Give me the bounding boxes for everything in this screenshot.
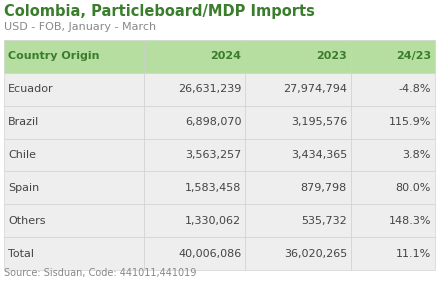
Text: 3.8%: 3.8%	[402, 150, 430, 160]
Bar	[350, 106, 434, 139]
Bar	[245, 204, 350, 237]
Text: 24/23: 24/23	[395, 51, 430, 61]
Bar	[4, 106, 144, 139]
Bar	[350, 172, 434, 204]
Bar	[245, 139, 350, 172]
Text: 535,732: 535,732	[300, 216, 346, 226]
Bar	[245, 237, 350, 270]
Text: Spain: Spain	[8, 183, 39, 193]
Bar	[245, 106, 350, 139]
Text: 6,898,070: 6,898,070	[184, 117, 241, 127]
Text: 3,195,576: 3,195,576	[290, 117, 346, 127]
Text: 80.0%: 80.0%	[395, 183, 430, 193]
Bar	[245, 172, 350, 204]
Bar	[144, 139, 245, 172]
Text: 40,006,086: 40,006,086	[178, 248, 241, 258]
Text: 1,330,062: 1,330,062	[185, 216, 241, 226]
Text: Colombia, Particleboard/MDP Imports: Colombia, Particleboard/MDP Imports	[4, 4, 314, 19]
Text: Others: Others	[8, 216, 46, 226]
Text: Total: Total	[8, 248, 34, 258]
Bar	[350, 139, 434, 172]
Text: 879,798: 879,798	[300, 183, 346, 193]
Text: -4.8%: -4.8%	[398, 84, 430, 94]
Bar	[144, 73, 245, 106]
Bar	[4, 237, 144, 270]
Text: USD - FOB, January - March: USD - FOB, January - March	[4, 22, 156, 32]
Text: 148.3%: 148.3%	[388, 216, 430, 226]
Text: Ecuador: Ecuador	[8, 84, 53, 94]
Text: 2023: 2023	[315, 51, 346, 61]
Bar	[350, 40, 434, 73]
Text: 36,020,265: 36,020,265	[283, 248, 346, 258]
Bar	[144, 237, 245, 270]
Bar	[350, 73, 434, 106]
Bar	[245, 40, 350, 73]
Text: Country Origin: Country Origin	[8, 51, 99, 61]
Bar	[144, 204, 245, 237]
Bar	[4, 40, 144, 73]
Text: 1,583,458: 1,583,458	[184, 183, 241, 193]
Bar	[4, 139, 144, 172]
Bar	[144, 40, 245, 73]
Bar	[350, 204, 434, 237]
Bar	[350, 237, 434, 270]
Text: Brazil: Brazil	[8, 117, 39, 127]
Text: 3,434,365: 3,434,365	[290, 150, 346, 160]
Bar	[245, 73, 350, 106]
Bar	[4, 172, 144, 204]
Text: Source: Sisduan, Code: 441011,441019: Source: Sisduan, Code: 441011,441019	[4, 268, 196, 278]
Text: 2024: 2024	[210, 51, 241, 61]
Bar	[144, 172, 245, 204]
Text: 3,563,257: 3,563,257	[185, 150, 241, 160]
Bar	[144, 106, 245, 139]
Bar	[4, 204, 144, 237]
Text: 26,631,239: 26,631,239	[177, 84, 241, 94]
Bar	[4, 73, 144, 106]
Text: 115.9%: 115.9%	[388, 117, 430, 127]
Text: Chile: Chile	[8, 150, 36, 160]
Text: 11.1%: 11.1%	[395, 248, 430, 258]
Text: 27,974,794: 27,974,794	[283, 84, 346, 94]
